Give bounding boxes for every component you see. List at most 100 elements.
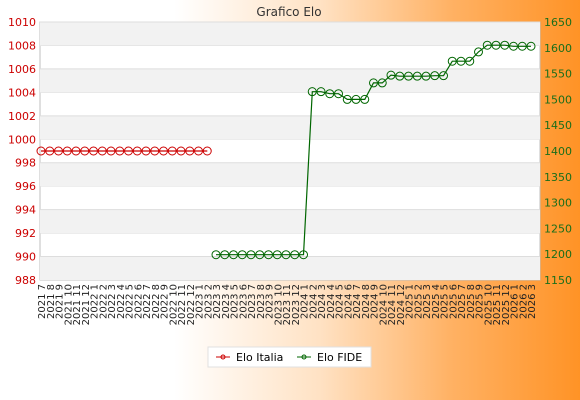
x-axis-tick-label: 2022 4 bbox=[116, 284, 127, 319]
x-axis-tick-label: 2025 9 bbox=[475, 284, 486, 319]
data-point bbox=[325, 89, 335, 99]
x-axis-tick-label: 2023 7 bbox=[247, 284, 258, 319]
data-point bbox=[299, 250, 308, 260]
x-axis-tick-label: 2022 7 bbox=[142, 284, 153, 319]
data-point bbox=[456, 56, 466, 66]
data-point bbox=[97, 146, 107, 156]
data-point bbox=[360, 94, 370, 104]
x-axis-tick-label: 2023 12 bbox=[291, 284, 302, 325]
x-axis-tick-label: 2022 1 bbox=[90, 284, 101, 319]
data-point bbox=[439, 71, 448, 81]
right-axis-tick-label: 1300 bbox=[544, 197, 572, 210]
x-axis-tick-label: 2021 9 bbox=[55, 284, 66, 319]
right-axis-tick-label: 1350 bbox=[544, 171, 572, 184]
data-point bbox=[54, 146, 63, 156]
x-axis-tick-label: 2022 8 bbox=[151, 284, 162, 319]
right-axis-tick-label: 1400 bbox=[544, 145, 572, 158]
x-axis-tick-label: 2024 11 bbox=[387, 284, 398, 325]
data-point bbox=[202, 146, 212, 156]
x-axis-tick-label: 2022 10 bbox=[168, 284, 179, 325]
x-axis-tick-label: 2022 11 bbox=[177, 284, 188, 325]
data-point bbox=[351, 94, 361, 104]
data-point bbox=[491, 40, 501, 50]
x-axis-tick-label: 2024 9 bbox=[370, 284, 381, 319]
legend-label: Elo Italia bbox=[236, 351, 283, 364]
x-axis-tick-label: 2024 1 bbox=[300, 284, 311, 319]
x-axis-tick-label: 2025 7 bbox=[457, 284, 468, 319]
data-point bbox=[185, 146, 195, 156]
x-axis-tick-label: 2023 5 bbox=[230, 284, 241, 319]
left-axis-tick-label: 990 bbox=[15, 251, 36, 264]
data-point bbox=[526, 41, 536, 51]
x-axis-tick-label: 2025 4 bbox=[431, 284, 442, 319]
x-axis-tick-label: 2026 1 bbox=[510, 284, 521, 319]
grid-band bbox=[40, 22, 540, 46]
data-point bbox=[80, 146, 90, 156]
data-point bbox=[465, 56, 475, 66]
data-point bbox=[412, 71, 422, 81]
x-axis-tick-label: 2023 9 bbox=[265, 284, 276, 319]
data-point bbox=[246, 250, 256, 260]
x-axis-tick-label: 2026 3 bbox=[527, 284, 538, 319]
x-axis-tick-label: 2025 1 bbox=[405, 284, 416, 319]
x-axis-tick-label: 2024 3 bbox=[317, 284, 328, 319]
x-axis-tick-label: 2023 8 bbox=[256, 284, 267, 319]
legend-label: Elo FIDE bbox=[317, 351, 362, 364]
left-axis-tick-label: 1010 bbox=[8, 16, 36, 29]
data-point bbox=[334, 89, 343, 99]
data-point bbox=[89, 146, 98, 156]
x-axis-tick-label: 2025 8 bbox=[466, 284, 477, 319]
x-axis-tick-label: 2023 2 bbox=[203, 284, 214, 319]
data-point bbox=[430, 71, 440, 81]
x-axis-tick-label: 2024 6 bbox=[343, 284, 354, 319]
x-axis-tick-label: 2024 7 bbox=[352, 284, 363, 319]
data-point bbox=[316, 87, 326, 97]
right-axis-tick-label: 1500 bbox=[544, 93, 572, 106]
x-axis-tick-label: 2025 5 bbox=[440, 284, 451, 319]
x-axis-tick-label: 2025 6 bbox=[448, 284, 459, 319]
left-axis-tick-label: 992 bbox=[15, 227, 36, 240]
legend-marker bbox=[220, 354, 226, 360]
right-axis-tick-label: 1600 bbox=[544, 42, 572, 55]
right-axis-tick-label: 1200 bbox=[544, 248, 572, 261]
data-point bbox=[255, 250, 265, 260]
right-axis-tick-label: 1650 bbox=[544, 16, 572, 29]
x-axis-tick-label: 2021 12 bbox=[81, 284, 92, 325]
series-line-1 bbox=[216, 44, 531, 256]
data-point bbox=[482, 40, 492, 50]
x-axis-tick-label: 2022 2 bbox=[98, 284, 109, 319]
left-axis-tick-label: 994 bbox=[15, 204, 36, 217]
data-point bbox=[71, 146, 81, 156]
left-axis-tick-label: 1000 bbox=[8, 133, 36, 146]
x-axis-tick-label: 2022 3 bbox=[107, 284, 118, 319]
grid-band bbox=[40, 68, 540, 93]
x-axis-tick-label: 2021 10 bbox=[63, 284, 74, 325]
data-point bbox=[447, 56, 457, 66]
data-point bbox=[124, 146, 133, 156]
data-point bbox=[167, 146, 177, 156]
x-axis-tick-label: 2025 3 bbox=[422, 284, 433, 319]
x-axis-tick-label: 2024 4 bbox=[326, 284, 337, 319]
x-axis-tick-label: 2024 2 bbox=[308, 284, 319, 319]
legend-marker bbox=[301, 354, 307, 360]
x-axis-tick-label: 2025 11 bbox=[492, 284, 503, 325]
data-point bbox=[421, 71, 431, 81]
x-axis-tick-label: 2024 10 bbox=[378, 284, 389, 325]
left-axis-tick-label: 988 bbox=[15, 274, 36, 287]
data-point bbox=[404, 71, 413, 81]
data-point bbox=[194, 146, 203, 156]
data-point bbox=[220, 250, 230, 260]
left-axis-tick-label: 1002 bbox=[8, 110, 36, 123]
right-axis-tick-label: 1450 bbox=[544, 119, 572, 132]
data-point bbox=[369, 78, 378, 88]
x-axis-tick-label: 2025 12 bbox=[501, 284, 512, 325]
data-point bbox=[377, 78, 387, 88]
grid-band bbox=[40, 256, 540, 280]
left-axis-tick-label: 996 bbox=[15, 180, 36, 193]
left-axis-tick-label: 1004 bbox=[8, 86, 36, 99]
x-axis-tick-label: 2021 7 bbox=[37, 284, 48, 319]
grid-band bbox=[40, 162, 540, 187]
data-point bbox=[62, 146, 72, 156]
grid-band bbox=[40, 209, 540, 234]
